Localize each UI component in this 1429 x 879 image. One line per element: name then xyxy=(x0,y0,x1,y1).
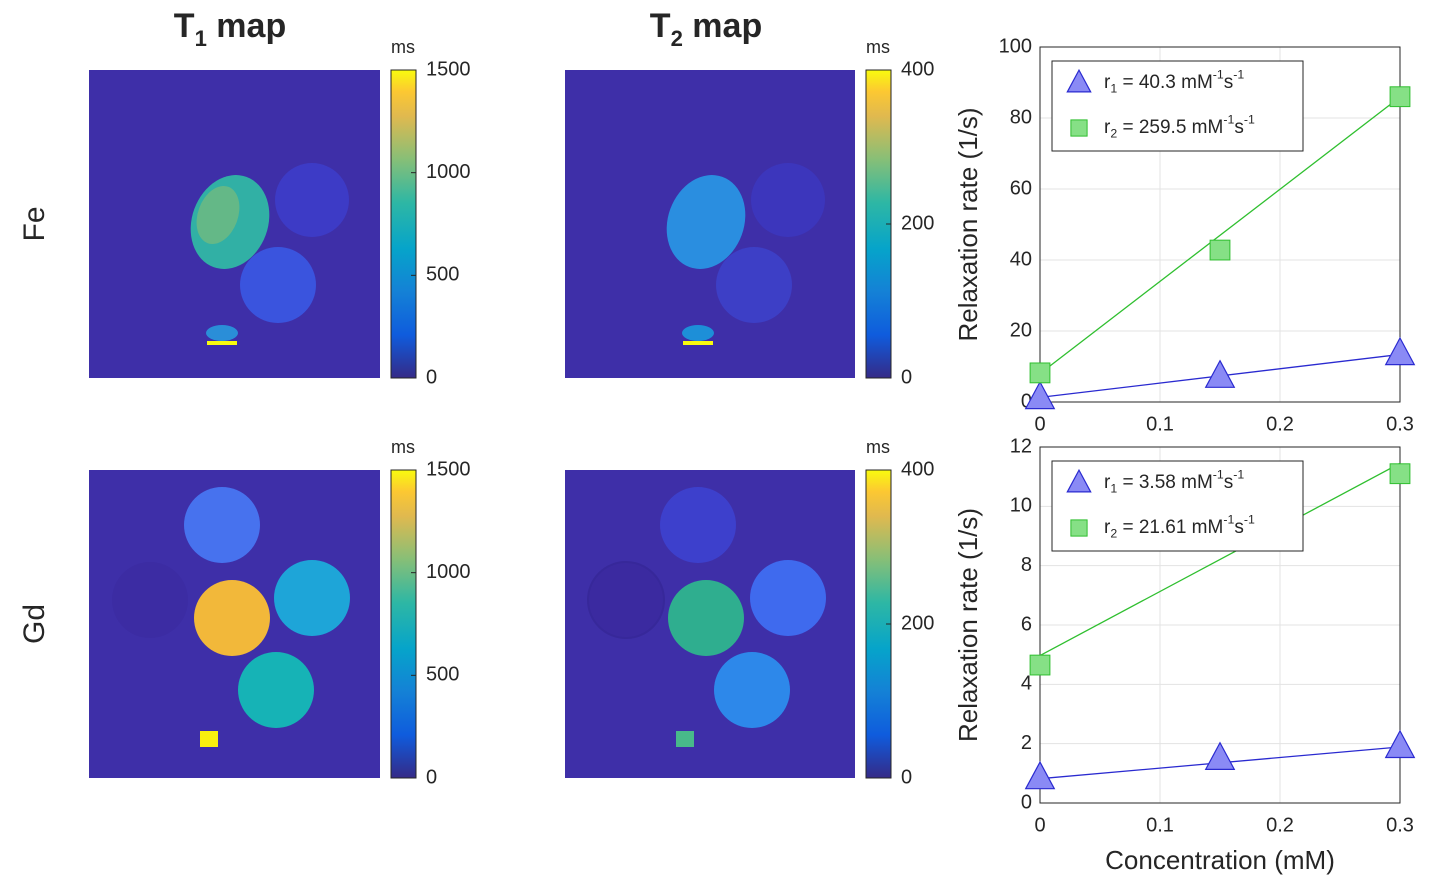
y-tick-label: 4 xyxy=(1021,673,1032,695)
column-title: T2 map xyxy=(650,7,762,51)
colorbar-tick-label: 1500 xyxy=(426,458,471,480)
colorbar-tick-label: 1000 xyxy=(426,161,471,183)
text-part: = 40.3 mM xyxy=(1117,72,1213,93)
text-part: s xyxy=(1224,72,1234,93)
y-axis-label: Relaxation rate (1/s) xyxy=(953,107,983,341)
colorbar-tick-label: 200 xyxy=(901,212,934,234)
x-tick-label: 0.3 xyxy=(1386,413,1414,435)
t1-gd-map xyxy=(89,470,380,778)
text-part: 1 xyxy=(195,26,207,51)
y-tick-label: 40 xyxy=(1010,248,1032,270)
colorbar-unit: ms xyxy=(866,37,890,57)
y-tick-label: 12 xyxy=(1010,435,1032,457)
legend-marker xyxy=(1071,520,1087,536)
text-part: -1 xyxy=(1233,468,1244,482)
colorbar-tick-label: 1000 xyxy=(426,561,471,583)
point xyxy=(1030,655,1050,675)
text-part: -1 xyxy=(1223,113,1234,127)
row-label: Gd xyxy=(18,604,51,644)
y-tick-label: 80 xyxy=(1010,106,1032,128)
x-tick-label: 0 xyxy=(1034,413,1045,435)
colorbar-tick-label: 0 xyxy=(426,766,437,788)
colorbar xyxy=(391,470,416,778)
y-tick-label: 20 xyxy=(1010,319,1032,341)
colorbar-tick-label: 0 xyxy=(901,366,912,388)
y-tick-label: 10 xyxy=(1010,495,1032,517)
text-part: s xyxy=(1234,117,1244,138)
y-tick-label: 100 xyxy=(999,35,1032,57)
text-part: -1 xyxy=(1213,68,1224,82)
text-part: 2 xyxy=(671,26,683,51)
x-axis-label: Concentration (mM) xyxy=(1105,845,1335,875)
x-tick-label: 0.1 xyxy=(1146,413,1174,435)
y-axis-label: Relaxation rate (1/s) xyxy=(953,508,983,742)
colorbar-unit: ms xyxy=(391,437,415,457)
colorbar-tick-label: 200 xyxy=(901,612,934,634)
column-title: T1 map xyxy=(174,7,286,51)
colorbar-tick-label: 0 xyxy=(426,366,437,388)
point xyxy=(1210,240,1230,260)
x-tick-label: 0.3 xyxy=(1386,814,1414,836)
y-tick-label: 60 xyxy=(1010,177,1032,199)
text-part: = 259.5 mM xyxy=(1117,117,1223,138)
text-part: = 3.58 mM xyxy=(1117,472,1213,493)
colorbar-tick-label: 400 xyxy=(901,58,934,80)
legend-label: r1 = 3.58 mM-1s-1 xyxy=(1104,468,1244,496)
colorbar-tick-label: 1500 xyxy=(426,58,471,80)
x-tick-label: 0.1 xyxy=(1146,814,1174,836)
colorbar xyxy=(391,70,416,378)
y-tick-label: 8 xyxy=(1021,554,1032,576)
text-part: s xyxy=(1234,517,1244,538)
x-tick-label: 0 xyxy=(1034,814,1045,836)
text-part: -1 xyxy=(1244,513,1255,527)
text-part: T xyxy=(174,7,195,45)
x-tick-label: 0.2 xyxy=(1266,814,1294,836)
colorbar-unit: ms xyxy=(391,37,415,57)
y-tick-label: 6 xyxy=(1021,613,1032,635)
t1-fe-map xyxy=(89,70,380,378)
y-tick-label: 0 xyxy=(1021,791,1032,813)
text-part: s xyxy=(1224,472,1234,493)
point xyxy=(1390,464,1410,484)
colorbar-unit: ms xyxy=(866,437,890,457)
point xyxy=(1390,87,1410,107)
text-part: = 21.61 mM xyxy=(1117,517,1223,538)
text-part: map xyxy=(683,7,762,45)
text-part: -1 xyxy=(1213,468,1224,482)
colorbar-tick-label: 500 xyxy=(426,264,459,286)
x-tick-label: 0.2 xyxy=(1266,413,1294,435)
text-part: T xyxy=(650,7,671,45)
row-label: Fe xyxy=(18,206,51,241)
legend-label: r1 = 40.3 mM-1s-1 xyxy=(1104,68,1244,96)
colorbar-tick-label: 0 xyxy=(901,766,912,788)
legend-marker xyxy=(1071,120,1087,136)
t2-gd-map xyxy=(565,470,855,778)
colorbar-tick-label: 400 xyxy=(901,458,934,480)
y-tick-label: 2 xyxy=(1021,732,1032,754)
t2-fe-map xyxy=(565,70,855,378)
text-part: -1 xyxy=(1223,513,1234,527)
text-part: map xyxy=(207,7,286,45)
point xyxy=(1030,363,1050,383)
figure: T1 mapT2 mapFeGdms050010001500ms0200400m… xyxy=(0,0,1429,879)
text-part: -1 xyxy=(1244,113,1255,127)
text-part: -1 xyxy=(1233,68,1244,82)
colorbar-tick-label: 500 xyxy=(426,664,459,686)
